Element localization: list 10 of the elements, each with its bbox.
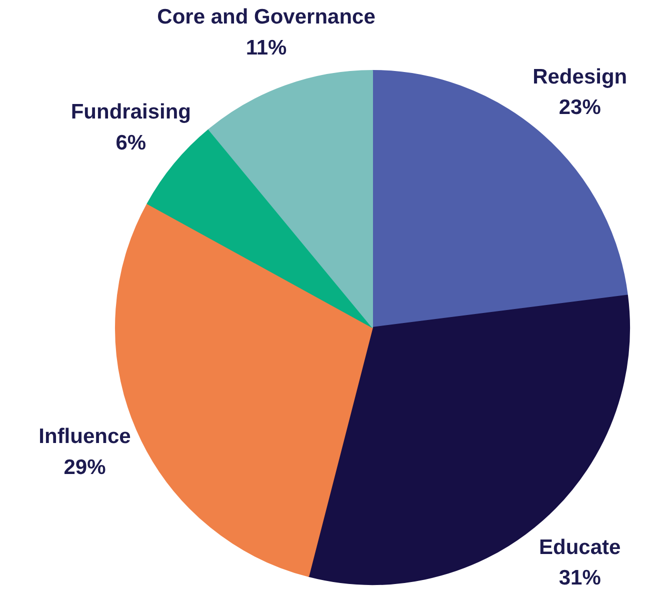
slice-label: Core and Governance [157, 6, 376, 29]
slice-label: Fundraising [70, 100, 191, 124]
data-label: 23% [558, 96, 602, 120]
data-label: 11% [246, 36, 288, 60]
data-label: 31% [558, 566, 602, 590]
slice-label: Influence [38, 425, 131, 448]
data-label: 6% [116, 132, 146, 155]
slice-label: Redesign [532, 65, 628, 88]
data-label: 29% [64, 456, 106, 479]
slice-label: Educate [539, 536, 621, 559]
